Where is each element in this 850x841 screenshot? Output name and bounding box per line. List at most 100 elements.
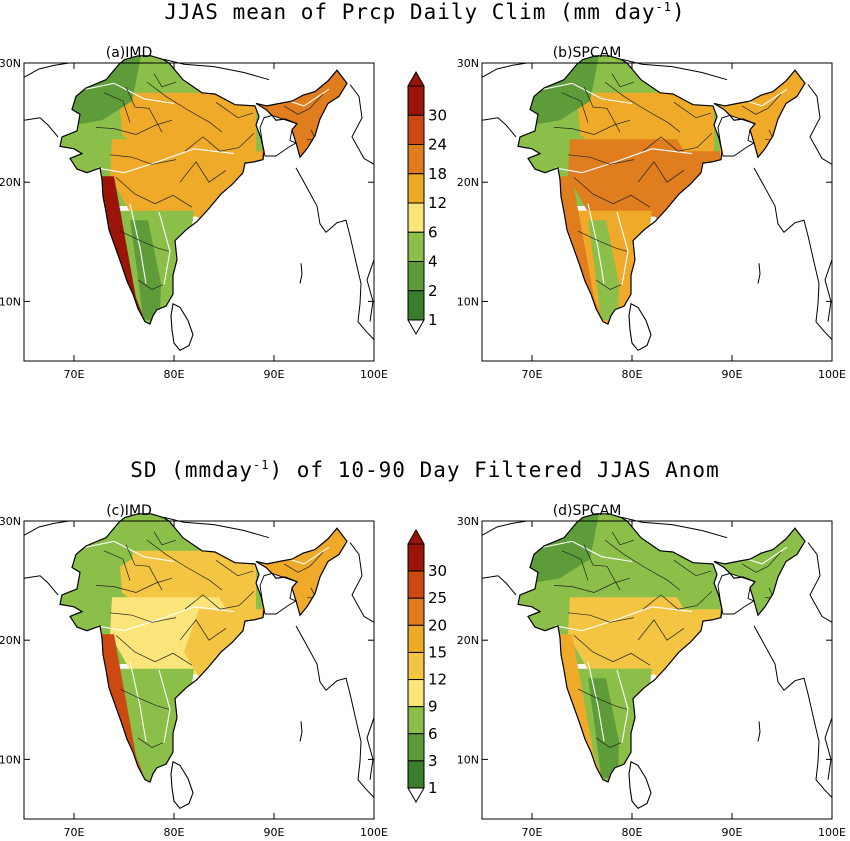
y-tick-label: 30N [457, 57, 479, 70]
colorbar-segment [407, 570, 425, 599]
state-boundary-10 [215, 560, 254, 577]
srilanka-outline [170, 302, 194, 351]
state-boundary-8 [179, 161, 227, 183]
panel-frame [23, 62, 375, 362]
colorbar-label: 20 [428, 616, 447, 634]
contour-line-1 [554, 606, 693, 632]
colorbar-bottom-arrow [407, 787, 425, 804]
colorbar-label: 6 [428, 725, 438, 743]
y-tick-label: 10N [457, 295, 479, 308]
coastline-3 [295, 167, 375, 340]
coastline-4 [349, 84, 375, 165]
state-boundary-2 [573, 177, 651, 208]
state-boundary-1 [109, 154, 177, 165]
contour-line-3 [158, 669, 171, 743]
colorbar-segment [407, 173, 425, 204]
colorbar-segment [407, 231, 425, 262]
state-boundary-0 [553, 119, 631, 135]
state-boundary-9 [103, 92, 131, 123]
state-boundary-4 [137, 279, 164, 290]
coastline-1 [481, 62, 528, 78]
srilanka-outline [170, 760, 194, 809]
colorbar-label: 30 [428, 106, 447, 124]
x-tick-label: 70E [64, 826, 85, 839]
india-outline [517, 513, 723, 783]
state-boundary-11 [153, 531, 177, 546]
region-western-ghats-lee [588, 678, 619, 780]
x-tick-label: 70E [64, 368, 85, 381]
region-western-ghats-lee [130, 220, 161, 322]
x-tick-label: 70E [522, 368, 543, 381]
state-boundary-7 [125, 86, 163, 133]
colorbar-bottom: 30 25 20 15 12 9 6 3 1 [407, 528, 447, 804]
colorbar-label: 6 [428, 223, 438, 241]
state-boundary-3 [577, 688, 628, 710]
india-outline [59, 513, 265, 783]
state-boundary-10 [673, 102, 712, 119]
state-boundary-12 [741, 93, 782, 115]
x-tick-label: 80E [164, 826, 185, 839]
colorbar-label: 15 [428, 643, 447, 661]
colorbar-segment [407, 543, 425, 572]
y-tick-label: 20N [457, 634, 479, 647]
panel-frame [23, 520, 375, 820]
state-boundary-2 [573, 635, 651, 666]
state-boundary-1 [567, 612, 635, 623]
y-tick-label: 30N [457, 515, 479, 528]
x-tick-label: 100E [818, 368, 846, 381]
state-boundary-4 [595, 279, 622, 290]
colorbar-top-arrow [407, 528, 425, 545]
x-tick-label: 80E [622, 368, 643, 381]
map-panel-d: 70E 80E 90E 100E 10N 20N 30N (d)SPCAM [457, 503, 846, 839]
state-boundary-6 [184, 591, 255, 610]
y-tick-label: 20N [0, 634, 21, 647]
x-tick-label: 80E [164, 368, 185, 381]
state-boundary-3 [577, 230, 628, 252]
state-boundary-10 [215, 102, 254, 119]
colorbar-label: 3 [428, 752, 438, 770]
state-boundary-11 [611, 531, 635, 546]
colorbar-bottom-arrow [407, 319, 425, 336]
state-boundary-6 [642, 133, 713, 152]
state-boundary-1 [109, 612, 177, 623]
figure-title-bottom: SD (mmday-1) of 10-90 Day Filtered JJAS … [130, 458, 720, 482]
coastline-0 [481, 575, 517, 596]
figure-title-top: JJAS mean of Prcp Daily Clim (mm day-1) [164, 0, 686, 24]
state-boundary-9 [561, 92, 589, 123]
colorbar-label: 18 [428, 165, 447, 183]
y-tick-label: 10N [457, 753, 479, 766]
andaman-islands [757, 263, 761, 284]
contour-line-1 [96, 606, 235, 632]
x-tick-label: 90E [722, 368, 743, 381]
panel-frame [481, 62, 833, 362]
coastline-3 [753, 167, 833, 340]
colorbar-segment [407, 144, 425, 175]
panel-title: (b)SPCAM [553, 45, 622, 61]
state-boundary-8 [179, 619, 227, 641]
x-tick-label: 80E [622, 826, 643, 839]
state-boundary-12 [283, 93, 324, 115]
state-boundary-11 [611, 73, 635, 88]
map-panel-a: 70E 80E 90E 100E 10N 20N 30N (a)IMD [0, 45, 388, 381]
state-boundary-0 [95, 577, 173, 593]
coastline-3 [753, 625, 833, 798]
x-tick-label: 100E [360, 826, 388, 839]
x-tick-label: 90E [264, 368, 285, 381]
contour-line-3 [616, 211, 629, 285]
state-boundary-8 [637, 619, 685, 641]
contour-line-2 [587, 203, 605, 284]
region-western-ghats-lee [130, 678, 161, 780]
colorbar-label: 1 [428, 311, 438, 329]
andaman-islands [299, 721, 303, 742]
colorbar-label: 12 [428, 671, 447, 689]
contour-line-2 [587, 661, 605, 742]
coastline-1 [23, 62, 70, 78]
colorbar-segment [407, 706, 425, 735]
contour-line-1 [96, 148, 235, 174]
y-tick-label: 30N [0, 57, 21, 70]
y-tick-label: 20N [0, 176, 21, 189]
contour-line-2 [129, 203, 147, 284]
state-boundary-7 [583, 544, 621, 591]
state-boundary-5 [146, 81, 223, 133]
x-tick-label: 70E [522, 826, 543, 839]
